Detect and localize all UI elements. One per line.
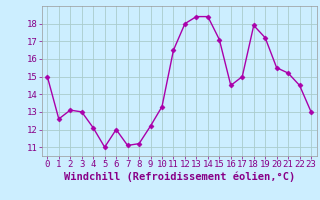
X-axis label: Windchill (Refroidissement éolien,°C): Windchill (Refroidissement éolien,°C) (64, 172, 295, 182)
